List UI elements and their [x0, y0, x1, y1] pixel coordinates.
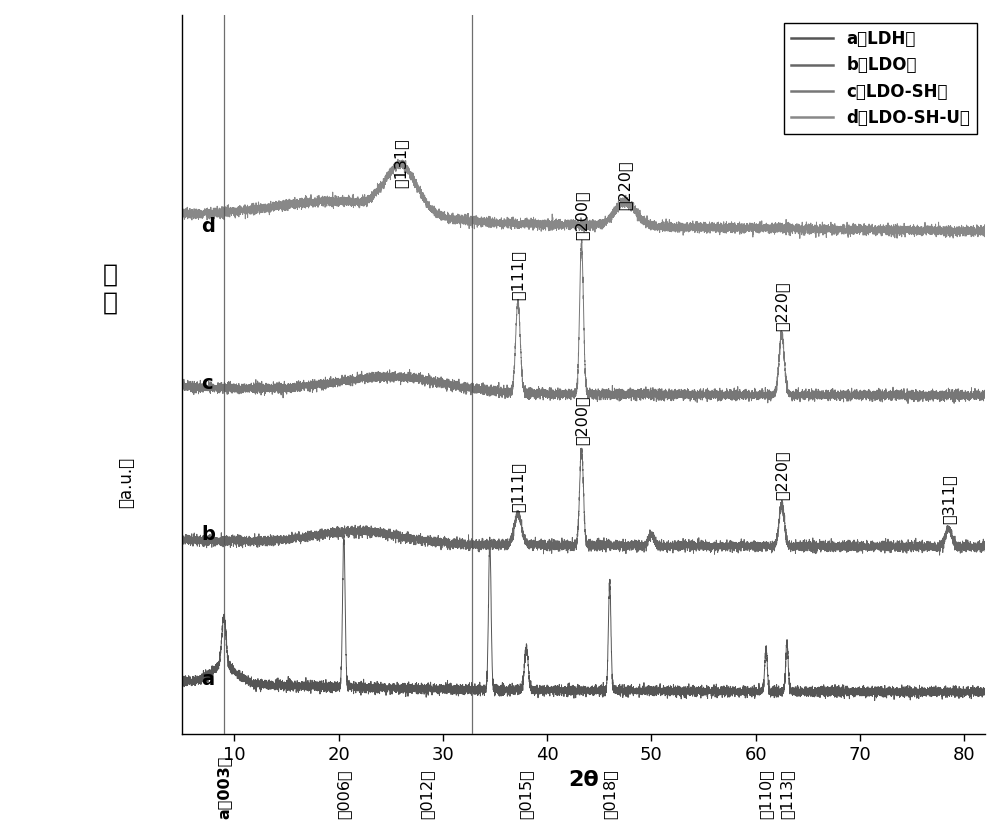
Text: （131）: （131） [394, 138, 409, 189]
Text: （a.u.）: （a.u.） [117, 457, 135, 508]
Text: （113）: （113） [779, 770, 794, 819]
Legend: a（LDH）, b（LDO）, c（LDO-SH）, d（LDO-SH-U）: a（LDH）, b（LDO）, c（LDO-SH）, d（LDO-SH-U） [784, 23, 977, 133]
X-axis label: 2θ: 2θ [568, 770, 599, 789]
Text: c: c [201, 374, 213, 393]
Text: （110）: （110） [759, 769, 774, 819]
Text: （012）: （012） [420, 770, 435, 819]
Text: （220）: （220） [618, 160, 633, 209]
Text: （311）: （311） [941, 475, 956, 524]
Text: a: a [201, 670, 214, 689]
Text: （200）: （200） [574, 190, 589, 240]
Text: （220）: （220） [774, 450, 789, 500]
Text: a（003）: a（003） [216, 756, 231, 819]
Text: 强
度: 强 度 [103, 263, 118, 314]
Text: （220）: （220） [774, 281, 789, 330]
Text: b: b [201, 525, 215, 544]
Text: d: d [201, 217, 215, 236]
Text: （015）: （015） [519, 770, 534, 819]
Text: （018）: （018） [602, 769, 617, 819]
Text: （111）: （111） [510, 462, 525, 512]
Text: （006）: （006） [336, 770, 351, 819]
Text: （111）: （111） [510, 250, 525, 300]
Text: （200）: （200） [574, 396, 589, 446]
